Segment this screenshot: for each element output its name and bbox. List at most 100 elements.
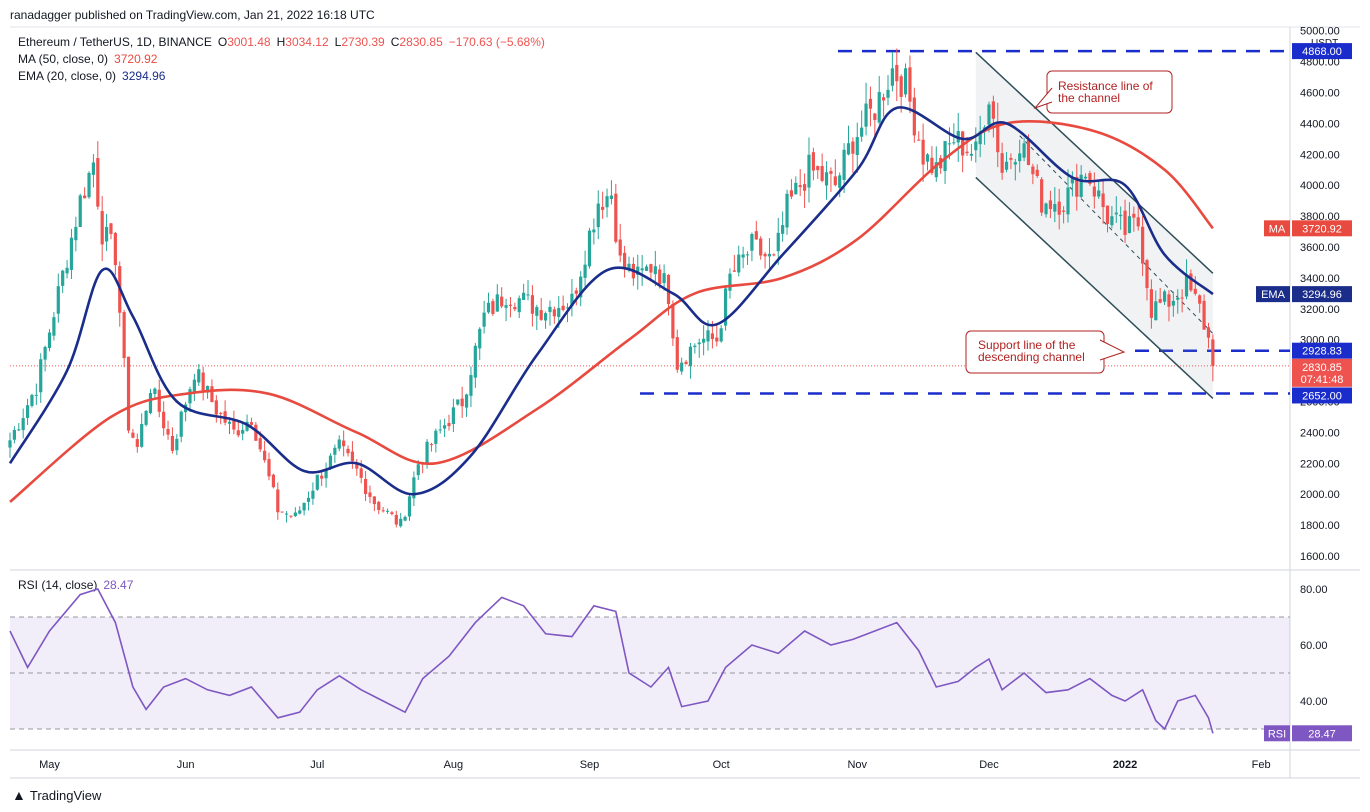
badge-ema[interactable]: 3294.96 EMA [1256, 286, 1352, 303]
candle-body [47, 332, 52, 349]
candle-body [517, 298, 521, 313]
candle-body [1193, 288, 1197, 294]
publish-header: ranadagger published on TradingView.com,… [10, 8, 375, 22]
badge-level1[interactable]: 2928.83 [1292, 342, 1352, 359]
price-tick-label: 4800.00 [1300, 57, 1340, 69]
candle [443, 418, 447, 438]
candle-body [1145, 260, 1149, 289]
candle-body [249, 422, 254, 425]
time-tick-label: May [39, 759, 60, 771]
candle [162, 401, 166, 436]
candle [763, 252, 767, 269]
candle-body [737, 254, 741, 273]
candle [917, 131, 921, 141]
candle-body [1031, 166, 1035, 175]
price-tick-label: 2400.00 [1300, 427, 1340, 439]
candle-body [952, 142, 956, 144]
badge-top-text: 4868.00 [1302, 46, 1342, 58]
candle [293, 507, 297, 518]
candle [109, 222, 113, 240]
candle-body [443, 425, 447, 429]
candle [513, 302, 517, 312]
ma-legend[interactable]: MA (50, close, 0) 3720.92 [18, 52, 163, 66]
candle-body [1088, 173, 1092, 184]
candle [776, 217, 780, 265]
badge-rsi[interactable]: 28.47 RSI [1264, 725, 1352, 742]
candle [530, 285, 535, 327]
candle [1048, 190, 1053, 219]
tradingview-logo[interactable]: ▲ TradingView [12, 787, 101, 803]
candle-body [1044, 203, 1048, 215]
candle [539, 297, 543, 321]
candle [732, 254, 736, 272]
candle-body [508, 304, 513, 306]
candle-body [363, 478, 368, 495]
candle-body [565, 307, 570, 309]
candle-body [1048, 200, 1053, 209]
time-tick-label: Feb [1252, 759, 1271, 771]
candle-body [636, 266, 640, 275]
candle [394, 510, 398, 528]
candle-body [1149, 289, 1153, 318]
candle-body [807, 154, 811, 188]
candle-body [741, 254, 745, 258]
candle [1114, 196, 1118, 223]
candle [412, 471, 416, 506]
candle-body [390, 512, 394, 514]
badge-level2[interactable]: 2652.00 [1292, 387, 1352, 404]
candle [1066, 169, 1070, 223]
candle-body [175, 438, 179, 451]
candle-body [934, 162, 938, 178]
candle [201, 366, 205, 401]
badge-ma[interactable]: 3720.92 MA [1264, 220, 1352, 237]
candle-body [965, 151, 969, 154]
candle-body [1062, 210, 1066, 212]
candle [570, 278, 574, 317]
candle [614, 183, 618, 244]
tradingview-icon: ▲ [12, 787, 26, 803]
candle [587, 227, 592, 269]
candle [495, 284, 499, 312]
candle-body [978, 131, 982, 145]
ema-legend[interactable]: EMA (20, close, 0) 3294.96 [18, 69, 171, 83]
candle [21, 408, 25, 439]
candle [184, 401, 188, 422]
candle-body [113, 232, 117, 266]
candle-body [1022, 143, 1026, 158]
candle-body [833, 176, 837, 186]
candle [895, 48, 899, 102]
rsi-legend-label: RSI (14, close) [18, 578, 98, 592]
candle [1158, 287, 1162, 304]
candle [1075, 163, 1079, 211]
candle-body [930, 157, 934, 174]
candle [263, 440, 267, 463]
candle [74, 216, 78, 252]
support-text-2: descending channel [978, 350, 1085, 364]
candle-body [846, 143, 851, 155]
candle-body [921, 139, 925, 165]
candle-body [153, 388, 157, 394]
candle-body [1180, 297, 1184, 299]
candle [526, 280, 530, 301]
candle [903, 63, 908, 98]
candle-body [789, 190, 794, 197]
badge-ema-bg [1292, 286, 1352, 303]
badge-top[interactable]: 4868.00 [1292, 43, 1352, 60]
candle-body [1040, 179, 1044, 213]
candle-body [890, 68, 894, 86]
candle-body [17, 429, 21, 431]
candle [47, 329, 52, 352]
candle [1097, 181, 1101, 199]
candle-body [355, 462, 359, 469]
candle [34, 383, 38, 405]
candle [1154, 290, 1158, 321]
rsi-legend[interactable]: RSI (14, close) 28.47 [18, 578, 139, 592]
candle-body [706, 330, 710, 342]
candle [846, 125, 851, 156]
symbol-name[interactable]: Ethereum / TetherUS, 1D, BINANCE [18, 35, 212, 49]
price-tick-label: 2000.00 [1300, 489, 1340, 501]
